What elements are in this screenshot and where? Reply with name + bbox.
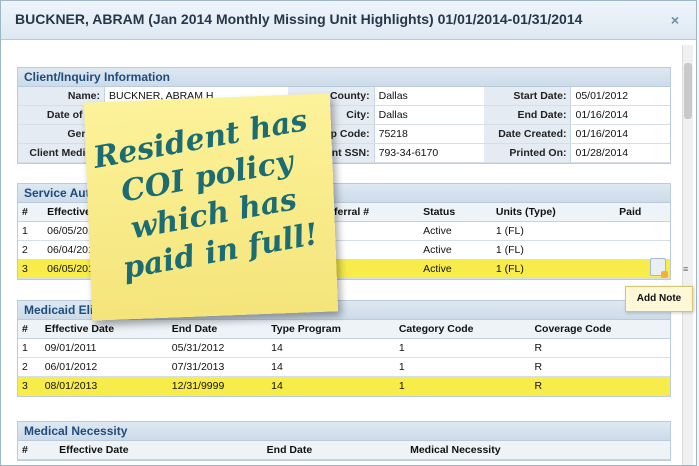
column-header: End Date xyxy=(167,320,268,339)
column-header: Status xyxy=(419,203,492,222)
table-cell: 12/31/9999 xyxy=(167,376,268,396)
medical-necessity-section: Medical Necessity # Effective Date End Dat… xyxy=(17,421,671,461)
column-header: # xyxy=(18,441,56,460)
table-row: 3 08/01/2013 12/31/9999 14 1 R xyxy=(18,376,670,396)
scrollbar-thumb[interactable] xyxy=(684,63,692,119)
table-cell xyxy=(316,259,420,279)
table-cell: 06/01/2012 xyxy=(40,357,168,377)
field-value: 01/28/2014 xyxy=(570,143,670,163)
column-header: Medical Necessity xyxy=(406,441,670,460)
column-header: Category Code xyxy=(394,320,531,339)
table-cell: 2 xyxy=(18,357,41,377)
column-header: Coverage Code xyxy=(530,320,670,339)
field-value: Dallas xyxy=(373,87,485,106)
medicaid-table: # Effective Date End Date Type Program Categ… xyxy=(18,320,670,396)
table-cell: 1 xyxy=(394,376,531,396)
table-cell: R xyxy=(530,357,670,377)
field-value: 793-34-6170 xyxy=(373,143,485,163)
table-cell: 1 (FL) xyxy=(491,221,616,241)
table-row: 2 06/01/2012 07/31/2013 14 1 R xyxy=(18,357,670,377)
column-header: End Date xyxy=(262,441,407,460)
field-label: County: xyxy=(287,87,375,106)
table-cell xyxy=(316,221,420,241)
column-header: # xyxy=(18,320,41,339)
field-label: Date of Bir xyxy=(18,105,105,125)
table-cell: 1 (FL) xyxy=(491,259,616,279)
add-note-icon[interactable] xyxy=(650,258,668,278)
table-cell: 1 xyxy=(394,357,531,377)
table-cell: Active xyxy=(419,221,492,241)
table-cell: 1 xyxy=(394,338,531,358)
sticky-note: Resident has COI policy which has paid i… xyxy=(83,93,339,321)
column-header: Units (Type) xyxy=(491,203,616,222)
table-cell: Active xyxy=(419,259,492,279)
column-header: Effective Date xyxy=(40,320,168,339)
grip-icon[interactable]: ≡ xyxy=(683,264,689,274)
field-label: Gende xyxy=(18,124,105,144)
table-cell: 14 xyxy=(267,376,395,396)
table-cell: 1 xyxy=(18,338,41,358)
field-label: Start Date: xyxy=(484,87,571,106)
table-cell: R xyxy=(530,376,670,396)
field-value: 01/16/2014 xyxy=(570,105,670,125)
table-cell: 09/01/2011 xyxy=(40,338,168,358)
table-cell: 2 xyxy=(18,240,44,260)
field-label: Date Created: xyxy=(484,124,571,144)
table-row: 1 09/01/2011 05/31/2012 14 1 R xyxy=(18,338,670,358)
table-cell: R xyxy=(530,338,670,358)
field-label: End Date: xyxy=(484,105,571,125)
add-note-tooltip: Add Note xyxy=(625,286,693,312)
table-cell: 08/01/2013 xyxy=(40,376,168,396)
sticky-note-text: Resident has COI policy which has paid i… xyxy=(90,103,321,287)
table-cell: 14 xyxy=(267,338,395,358)
medicaid-eligibility-section: Medicaid Eligib # Effective Date End Date T… xyxy=(17,300,671,397)
table-cell xyxy=(615,221,670,241)
table-cell xyxy=(615,240,670,260)
table-cell: 14 xyxy=(267,357,395,377)
field-value: 01/16/2014 xyxy=(570,124,670,144)
table-cell: Active xyxy=(419,240,492,260)
field-label: Printed On: xyxy=(484,143,571,163)
close-icon[interactable]: × xyxy=(670,12,680,28)
table-cell xyxy=(316,240,420,260)
column-header: Paid xyxy=(615,203,670,222)
column-header: Type Program xyxy=(267,320,395,339)
field-value: 75218 xyxy=(373,124,485,144)
table-cell: 3 xyxy=(18,376,41,396)
table-cell: 05/31/2012 xyxy=(167,338,268,358)
title-bar: BUCKNER, ABRAM (Jan 2014 Monthly Missing… xyxy=(1,1,696,40)
section-title: Medical Necessity xyxy=(18,422,670,441)
vertical-scrollbar[interactable] xyxy=(682,45,693,465)
field-value: 05/01/2012 xyxy=(570,87,670,106)
table-cell: 1 (FL) xyxy=(491,240,616,260)
field-value: Dallas xyxy=(373,105,485,125)
section-title: Client/Inquiry Information xyxy=(18,68,670,87)
column-header: # xyxy=(18,203,44,222)
table-cell: 1 xyxy=(18,221,44,241)
medical-necessity-table: # Effective Date End Date Medical Necessity xyxy=(18,441,670,460)
column-header: Effective Date xyxy=(55,441,263,460)
column-header: Referral # xyxy=(316,203,420,222)
table-cell: 3 xyxy=(18,259,44,279)
field-label: Client Medical xyxy=(18,143,105,163)
field-label: Name: xyxy=(18,87,105,106)
dialog-title: BUCKNER, ABRAM (Jan 2014 Monthly Missing… xyxy=(15,11,583,27)
table-cell: 07/31/2013 xyxy=(167,357,268,377)
